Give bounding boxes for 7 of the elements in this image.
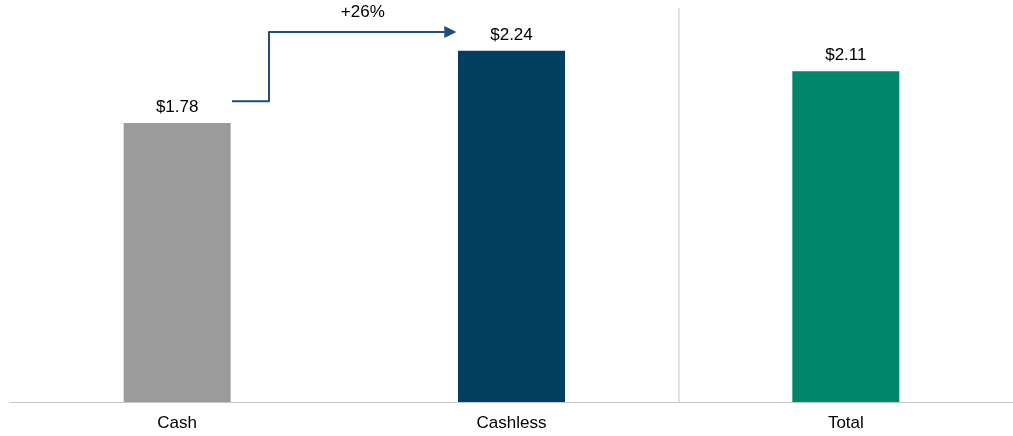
text: +26% bbox=[340, 1, 385, 21]
data-label: $2.24 bbox=[490, 24, 533, 44]
x-tick-label: Cashless bbox=[476, 413, 547, 432]
x-tick-label: Cash bbox=[157, 413, 198, 432]
data-label: $1.78 bbox=[155, 96, 199, 116]
data-label: $2.11 bbox=[825, 45, 867, 65]
x-tick-label: Total bbox=[827, 413, 864, 432]
